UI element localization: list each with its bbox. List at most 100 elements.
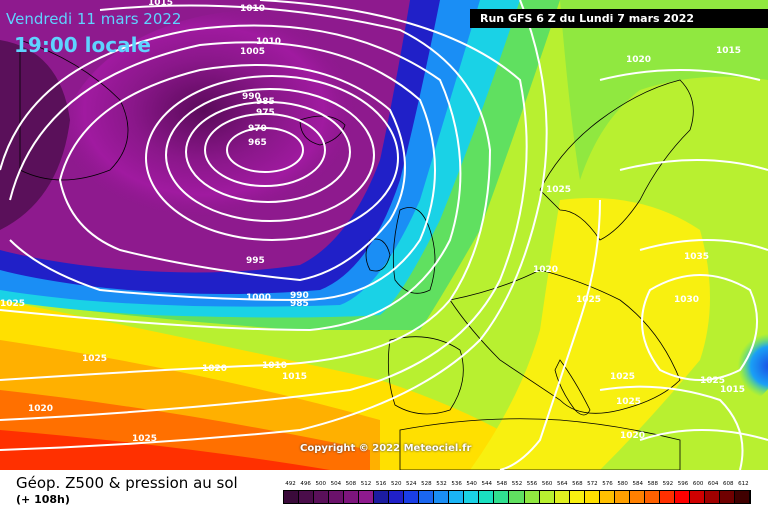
scale-swatch <box>344 491 360 503</box>
scale-value-label: 512 <box>360 481 372 487</box>
scale-swatch <box>299 491 315 503</box>
scale-value-label: 528 <box>421 481 432 487</box>
coast-continent <box>449 269 681 414</box>
scale-swatch <box>509 491 525 503</box>
scale-value-label: 612 <box>738 481 749 487</box>
scale-swatch <box>419 491 435 503</box>
scale-swatch <box>659 491 675 503</box>
isobar-1020-a <box>0 0 548 451</box>
isobars <box>0 0 768 470</box>
scale-swatch <box>584 491 600 503</box>
scale-value-label: 576 <box>602 481 613 487</box>
isobar-label: 1035 <box>684 252 709 262</box>
isobar-label: 1020 <box>626 55 651 65</box>
coast-ireland <box>365 238 391 272</box>
scale-swatch <box>524 491 540 503</box>
scale-swatch <box>674 491 690 503</box>
isobar-label: 1025 <box>0 299 25 309</box>
isobar-label: 1025 <box>576 295 601 305</box>
isobar-label: 1015 <box>148 0 173 8</box>
scale-swatch <box>719 491 735 503</box>
isobar-label: 1000 <box>246 293 271 303</box>
isobar-label: 970 <box>248 124 267 134</box>
scale-value-label: 588 <box>647 481 659 487</box>
isobar-label: 990 <box>290 291 309 301</box>
isobar-label: 995 <box>246 256 265 266</box>
coast-iberia <box>387 336 464 415</box>
scale-swatch <box>434 491 450 503</box>
scale-swatch <box>314 491 330 503</box>
scale-swatch <box>689 491 705 503</box>
isobar-label: 1030 <box>674 295 699 305</box>
field-band-lightgreen-ne <box>560 0 768 180</box>
scale-value-label: 492 <box>285 481 296 487</box>
scale-value-label: 568 <box>572 481 583 487</box>
isobar-label: 1020 <box>620 431 645 441</box>
isobar-label: 975 <box>256 108 275 118</box>
scale-swatch <box>554 491 570 503</box>
scale-swatch <box>374 491 390 503</box>
scale-value-label: 540 <box>466 481 477 487</box>
scale-swatch <box>629 491 645 503</box>
scale-swatch <box>704 491 720 503</box>
pressure-map: 1010 1015 1010 1005 990 985 975 970 965 … <box>0 0 768 470</box>
isobar-995 <box>58 64 406 282</box>
isobar-label: 1020 <box>202 364 227 374</box>
copyright-notice: Copyright © 2022 Meteociel.fr <box>300 443 472 454</box>
scale-swatch <box>644 491 660 503</box>
isobar-990 <box>145 75 399 241</box>
isobar-970 <box>204 113 326 187</box>
isobar-1025-b <box>619 159 768 171</box>
scale-value-label: 544 <box>481 481 493 487</box>
isobar-label: 1015 <box>716 46 741 56</box>
isobar-965 <box>226 127 304 173</box>
isobar-1030 <box>641 274 759 381</box>
isobar-labels: 1010 1015 1010 1005 990 985 975 970 965 … <box>0 0 745 444</box>
scale-value-label: 592 <box>662 481 674 487</box>
isobar-1005 <box>0 24 462 332</box>
scale-value-label: 532 <box>436 481 447 487</box>
scale-value-label: 608 <box>723 481 734 487</box>
scale-swatch <box>599 491 615 503</box>
isobar-1025-c <box>599 385 744 470</box>
color-scale <box>283 490 751 504</box>
scale-swatch <box>479 491 495 503</box>
isobar-1020-c <box>639 429 768 441</box>
legend-subtitle: (+ 108h) <box>16 493 70 506</box>
scale-swatch <box>329 491 345 503</box>
coast-scandinavia <box>539 79 694 241</box>
scale-swatch <box>359 491 375 503</box>
scale-value-label: 560 <box>541 481 553 487</box>
isobar-1035 <box>639 239 768 251</box>
isobar-label: 1025 <box>546 185 571 195</box>
scale-value-label: 572 <box>587 481 598 487</box>
scale-swatch <box>614 491 630 503</box>
scale-value-label: 508 <box>345 481 357 487</box>
model-run-info: Run GFS 6 Z du Lundi 7 mars 2022 <box>470 9 768 28</box>
coast-italy <box>554 359 591 416</box>
isobar-label: 1025 <box>700 376 725 386</box>
isobar-label: 1020 <box>533 265 558 275</box>
scale-value-label: 524 <box>406 481 417 487</box>
forecast-local-time: 19:00 locale <box>14 33 151 57</box>
scale-swatch <box>569 491 585 503</box>
isobar-label: 1025 <box>616 397 641 407</box>
isobar-label: 985 <box>256 97 275 107</box>
scale-value-label: 596 <box>677 481 689 487</box>
scale-swatch <box>449 491 465 503</box>
isobar-label: 1010 <box>256 37 281 47</box>
isobar-label: 1025 <box>132 434 157 444</box>
coast-british-isles <box>392 207 436 294</box>
scale-value-label: 504 <box>330 481 342 487</box>
scale-value-label: 556 <box>526 481 538 487</box>
isobar-1015 <box>0 0 528 421</box>
scale-swatch <box>404 491 420 503</box>
isobar-1010 <box>0 4 492 381</box>
isobar-label: 1010 <box>262 361 287 371</box>
scale-swatch <box>494 491 510 503</box>
isobar-label: 985 <box>290 299 309 309</box>
isobar-label: 1025 <box>82 354 107 364</box>
scale-value-label: 536 <box>451 481 462 487</box>
isobar-label: 990 <box>242 92 261 102</box>
